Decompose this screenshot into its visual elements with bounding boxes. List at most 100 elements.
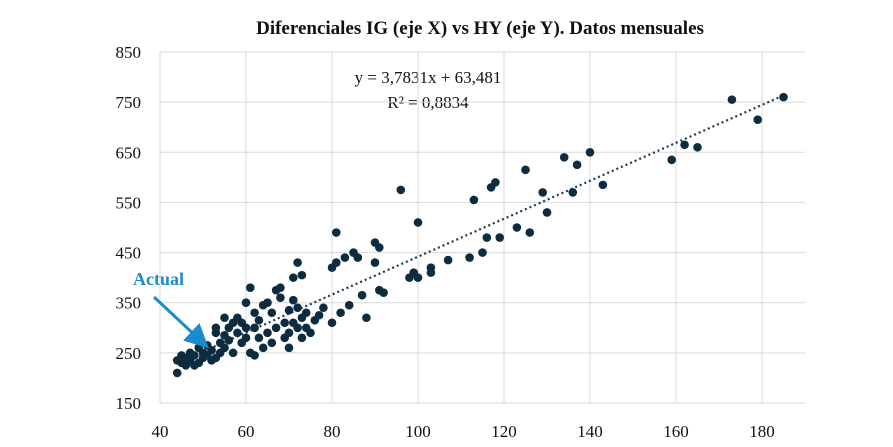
point — [332, 258, 341, 267]
point — [211, 323, 221, 333]
trendline — [176, 94, 784, 364]
x-tick-label: 120 — [491, 422, 517, 441]
point — [375, 243, 384, 252]
point — [344, 300, 354, 310]
point — [370, 258, 380, 267]
y-tick-label: 150 — [116, 394, 142, 413]
x-tick-label: 160 — [663, 422, 689, 441]
point — [753, 115, 762, 124]
point — [194, 358, 203, 368]
point — [465, 253, 474, 262]
x-tick-label: 140 — [577, 422, 603, 441]
point — [426, 268, 436, 277]
point — [542, 208, 552, 217]
point — [353, 253, 363, 262]
point — [254, 333, 264, 343]
y-tick-label: 750 — [116, 93, 142, 112]
point — [172, 368, 182, 378]
annotation-label: Actual — [133, 269, 184, 289]
point — [289, 295, 298, 305]
point — [185, 348, 195, 358]
point — [224, 336, 234, 345]
point — [293, 303, 302, 313]
point — [319, 303, 328, 313]
point — [478, 248, 487, 257]
point — [301, 308, 311, 318]
chart-title: Diferenciales IG (eje X) vs HY (eje Y). … — [256, 18, 704, 39]
point — [327, 318, 337, 328]
point — [250, 351, 259, 360]
annotation-arrow — [152, 295, 209, 349]
point — [693, 142, 702, 152]
point — [254, 315, 264, 325]
x-tick-label: 80 — [324, 422, 341, 441]
x-tick-label: 100 — [405, 422, 431, 441]
point — [336, 308, 345, 318]
point — [241, 323, 251, 333]
point — [469, 195, 479, 205]
point — [267, 338, 277, 348]
point — [267, 308, 277, 318]
point — [491, 178, 500, 187]
point — [293, 258, 302, 267]
point — [297, 333, 307, 343]
point — [228, 348, 238, 358]
point — [332, 228, 341, 237]
y-tick-label: 650 — [116, 143, 142, 162]
point — [306, 328, 315, 338]
point — [241, 298, 251, 308]
point — [211, 353, 221, 363]
point — [314, 310, 324, 320]
point — [362, 313, 371, 323]
point — [495, 233, 505, 242]
point — [598, 180, 608, 190]
point — [177, 351, 186, 360]
point — [241, 333, 251, 343]
point — [220, 343, 229, 353]
point — [293, 323, 302, 333]
point — [512, 223, 522, 232]
point — [568, 188, 578, 197]
point — [538, 188, 547, 197]
point — [271, 323, 281, 333]
point — [779, 92, 788, 102]
point — [203, 351, 212, 360]
point — [727, 95, 737, 104]
point — [413, 273, 423, 282]
y-tick-label: 250 — [116, 344, 142, 363]
point — [220, 313, 229, 323]
x-tick-label: 60 — [238, 422, 255, 441]
y-tick-label: 450 — [116, 244, 142, 263]
point — [250, 323, 259, 333]
x-tick-label: 180 — [749, 422, 775, 441]
point — [521, 165, 530, 175]
point — [246, 283, 255, 292]
point — [263, 298, 272, 308]
point — [280, 318, 290, 328]
point — [284, 343, 294, 353]
point — [258, 343, 268, 353]
y-tick-label: 850 — [116, 43, 142, 62]
point — [263, 328, 272, 338]
point — [284, 305, 294, 315]
point — [396, 185, 406, 195]
point — [443, 255, 453, 265]
point — [585, 147, 595, 157]
point — [276, 283, 285, 292]
point — [680, 140, 689, 150]
point — [181, 361, 191, 370]
point — [250, 308, 259, 318]
point — [276, 293, 285, 303]
y-tick-label: 350 — [116, 294, 142, 313]
point — [357, 290, 367, 300]
point — [284, 328, 294, 338]
point — [559, 153, 569, 162]
point — [289, 273, 298, 282]
point — [379, 288, 388, 297]
point — [525, 228, 535, 237]
point — [340, 253, 350, 262]
point — [297, 270, 307, 280]
point — [572, 160, 582, 170]
point — [413, 218, 423, 227]
